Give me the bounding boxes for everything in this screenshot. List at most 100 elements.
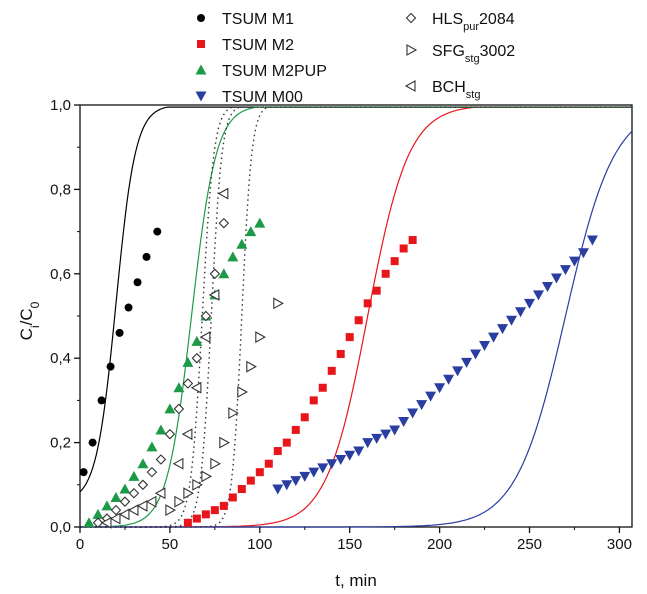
data-point	[389, 425, 401, 436]
data-point	[354, 316, 363, 325]
data-point	[192, 478, 204, 491]
x-tick-label: 300	[607, 536, 632, 553]
data-point	[172, 457, 184, 470]
data-point	[344, 450, 356, 461]
data-point	[390, 257, 399, 266]
legend-item-tsum-m1: TSUM M1	[197, 11, 294, 28]
y-tick-label: 0,0	[50, 519, 71, 536]
data-point	[290, 476, 302, 487]
data-point	[173, 403, 185, 415]
data-point	[183, 518, 192, 527]
data-point	[281, 480, 293, 491]
data-point	[173, 382, 185, 393]
data-point	[227, 251, 239, 262]
data-point	[398, 417, 410, 427]
legend: TSUM M1 TSUM M2 TSUM M2PUP TSUM M00 HLSp…	[195, 11, 515, 106]
data-point	[479, 341, 491, 352]
x-tick-label: 200	[427, 536, 452, 553]
data-point	[282, 438, 291, 447]
data-point	[192, 514, 201, 523]
data-point	[345, 333, 354, 342]
y-label-base: C	[17, 328, 36, 340]
data-point	[272, 484, 284, 495]
data-point	[264, 459, 273, 468]
data-point	[110, 504, 122, 516]
data-point	[327, 366, 336, 375]
data-point	[137, 458, 149, 469]
data-point	[586, 235, 598, 246]
data-point	[559, 265, 571, 276]
data-point	[165, 504, 177, 517]
legend-label-tsum-m1: TSUM M1	[222, 11, 294, 28]
legend-symbol	[195, 91, 207, 102]
data-point	[110, 491, 122, 502]
data-point	[470, 349, 482, 360]
data-point	[133, 278, 142, 287]
data-point	[372, 286, 381, 295]
legend-item-tsum-m00: TSUM M00	[195, 89, 303, 106]
x-tick-label: 100	[247, 536, 272, 553]
y-label-sub1: i	[28, 325, 42, 328]
series-6-points	[100, 187, 229, 529]
data-point	[228, 493, 237, 502]
data-point	[299, 471, 311, 482]
x-tick-label: 50	[162, 536, 179, 553]
legend-symbol	[405, 12, 417, 24]
data-point	[237, 386, 248, 398]
data-point	[408, 236, 417, 245]
data-point	[183, 487, 195, 500]
data-point	[100, 516, 112, 529]
legend-marker-hls	[405, 12, 417, 24]
legend-marker-sfg	[406, 44, 418, 56]
data-point	[137, 479, 149, 491]
legend-item-tsum-m2: TSUM M2	[197, 37, 294, 54]
data-point	[199, 331, 211, 344]
data-point	[416, 400, 428, 411]
data-point	[237, 485, 246, 494]
data-point	[201, 470, 212, 483]
data-point	[92, 508, 104, 519]
legend-label-hls: HLSpur2084	[432, 11, 515, 33]
data-point	[363, 299, 372, 308]
data-point	[210, 457, 221, 470]
y-tick-label: 0,8	[50, 181, 71, 198]
legend-symbol	[197, 40, 205, 48]
data-point	[515, 307, 527, 318]
data-point	[353, 446, 365, 457]
x-tick-label: 150	[337, 536, 362, 553]
data-point	[246, 476, 255, 485]
data-point	[83, 517, 95, 528]
data-point	[219, 436, 230, 449]
data-point	[174, 495, 186, 508]
data-point	[124, 303, 133, 312]
legend-marker-tsum-m2	[197, 40, 205, 48]
data-point	[255, 331, 266, 344]
data-point	[210, 506, 219, 515]
data-point	[88, 438, 97, 447]
data-point	[164, 428, 176, 440]
data-markers	[79, 187, 598, 529]
legend-label-sfg: SFGstg3002	[432, 43, 515, 65]
data-point	[155, 424, 167, 435]
series-5-points	[165, 297, 284, 517]
data-point	[317, 463, 329, 474]
data-point	[407, 408, 419, 419]
y-tick-label: 0,6	[50, 266, 71, 283]
x-axis: 0 50 100 150 200 250 300	[76, 527, 632, 553]
data-point	[273, 447, 282, 456]
data-point	[443, 374, 455, 385]
legend-label-tsum-m00: TSUM M00	[222, 89, 303, 106]
legend-symbol	[406, 44, 418, 56]
legend-label-tsum-m2: TSUM M2	[222, 37, 294, 54]
y-tick-label: 0,4	[50, 350, 71, 367]
data-point	[461, 357, 473, 368]
data-point	[191, 352, 203, 364]
data-point	[182, 378, 194, 389]
data-point	[308, 467, 320, 478]
data-point	[362, 438, 374, 449]
data-point	[155, 454, 167, 465]
data-point	[326, 459, 338, 470]
data-point	[101, 500, 113, 511]
legend-item-hls: HLSpur2084	[405, 11, 515, 33]
